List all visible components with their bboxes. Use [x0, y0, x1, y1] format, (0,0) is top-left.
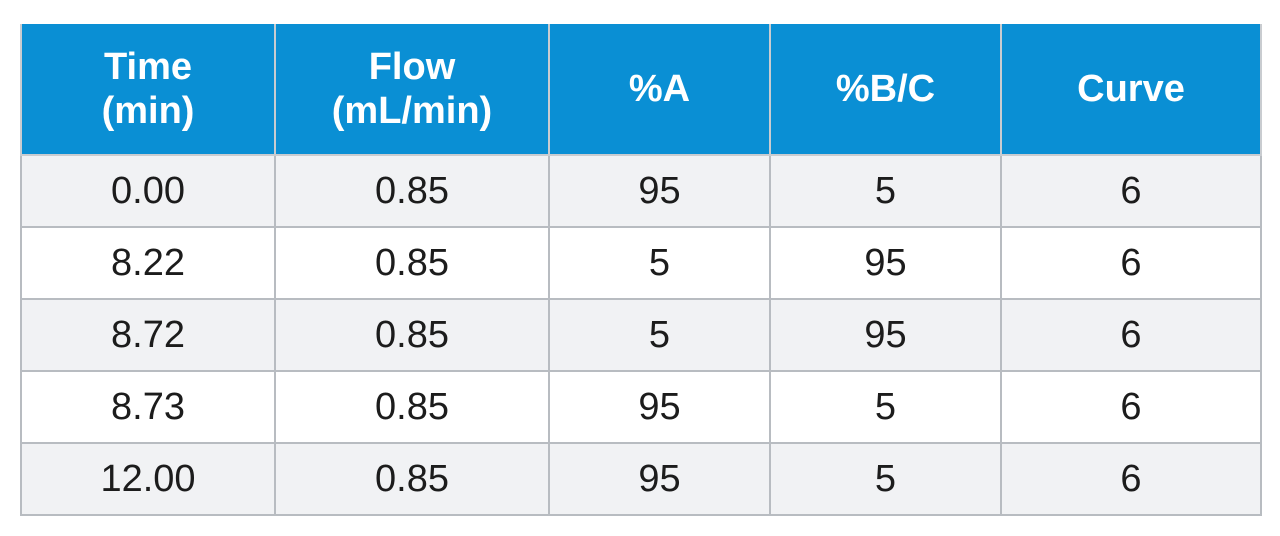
table-row: 8.22 0.85 5 95 6: [20, 226, 1262, 300]
cell-percent-a: 5: [548, 226, 771, 300]
header-curve: Curve: [1000, 24, 1262, 156]
cell-flow: 0.85: [274, 226, 550, 300]
cell-percent-a: 95: [548, 154, 771, 228]
cell-flow: 0.85: [274, 442, 550, 516]
table-row: 12.00 0.85 95 5 6: [20, 442, 1262, 516]
table-row: 8.73 0.85 95 5 6: [20, 370, 1262, 444]
cell-percent-b-c: 5: [769, 154, 1002, 228]
cell-percent-a: 5: [548, 298, 771, 372]
cell-curve: 6: [1000, 442, 1262, 516]
header-flow: Flow (mL/min): [274, 24, 550, 156]
gradient-table: Time (min) Flow (mL/min) %A %B/C Curve 0…: [20, 24, 1262, 516]
cell-percent-b-c: 5: [769, 442, 1002, 516]
header-percent-a: %A: [548, 24, 771, 156]
gradient-table-container: Time (min) Flow (mL/min) %A %B/C Curve 0…: [20, 24, 1262, 516]
cell-flow: 0.85: [274, 154, 550, 228]
cell-flow: 0.85: [274, 370, 550, 444]
header-row: Time (min) Flow (mL/min) %A %B/C Curve: [20, 24, 1262, 156]
cell-time: 8.22: [20, 226, 276, 300]
table-body: 0.00 0.85 95 5 6 8.22 0.85 5 95 6 8.72 0…: [20, 154, 1262, 516]
cell-time: 8.73: [20, 370, 276, 444]
cell-time: 8.72: [20, 298, 276, 372]
cell-curve: 6: [1000, 226, 1262, 300]
cell-flow: 0.85: [274, 298, 550, 372]
cell-percent-b-c: 95: [769, 226, 1002, 300]
cell-curve: 6: [1000, 298, 1262, 372]
table-row: 0.00 0.85 95 5 6: [20, 154, 1262, 228]
cell-time: 12.00: [20, 442, 276, 516]
cell-curve: 6: [1000, 154, 1262, 228]
cell-percent-a: 95: [548, 370, 771, 444]
table-row: 8.72 0.85 5 95 6: [20, 298, 1262, 372]
cell-curve: 6: [1000, 370, 1262, 444]
cell-time: 0.00: [20, 154, 276, 228]
cell-percent-b-c: 5: [769, 370, 1002, 444]
cell-percent-a: 95: [548, 442, 771, 516]
header-percent-b-c: %B/C: [769, 24, 1002, 156]
table-header: Time (min) Flow (mL/min) %A %B/C Curve: [20, 24, 1262, 156]
header-time: Time (min): [20, 24, 276, 156]
cell-percent-b-c: 95: [769, 298, 1002, 372]
